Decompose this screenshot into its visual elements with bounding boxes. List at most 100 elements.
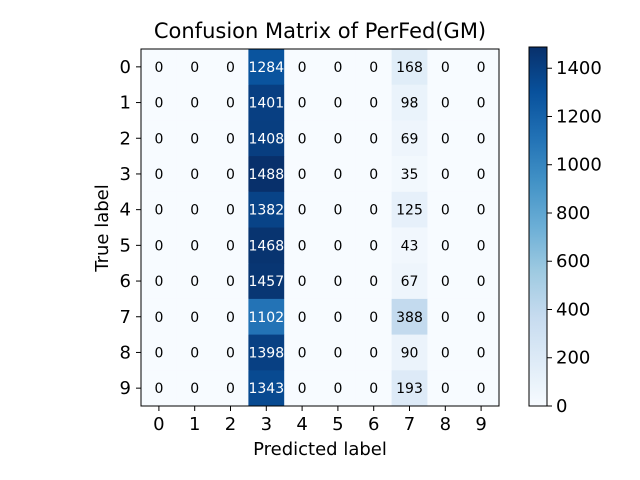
heatmap-cell xyxy=(463,84,500,121)
heatmap-cell xyxy=(284,263,321,300)
heatmap-cell xyxy=(391,191,428,228)
heatmap-cells xyxy=(141,49,500,407)
heatmap-cell xyxy=(212,370,249,407)
cell-value-label: 1284 xyxy=(248,60,284,76)
cell-value-label: 0 xyxy=(190,131,199,147)
x-axis-label: Predicted label xyxy=(253,439,387,460)
cell-value-label: 0 xyxy=(226,96,235,112)
cell-value-label: 0 xyxy=(154,274,163,290)
heatmap-cell xyxy=(141,156,178,193)
heatmap-cell xyxy=(176,334,213,371)
x-tick-label: 9 xyxy=(475,414,486,435)
cell-value-label: 1457 xyxy=(248,274,284,290)
cell-value-label: 193 xyxy=(396,381,423,397)
heatmap-cell xyxy=(212,263,249,300)
heatmap-cell xyxy=(320,334,357,371)
heatmap-cell xyxy=(463,227,500,264)
cell-value-label: 0 xyxy=(298,238,307,254)
cell-value-label: 0 xyxy=(369,310,378,326)
cell-value-label: 0 xyxy=(477,310,486,326)
cell-value-label: 0 xyxy=(226,203,235,219)
cell-value-label: 0 xyxy=(369,203,378,219)
cell-value-label: 0 xyxy=(369,238,378,254)
heatmap-cell xyxy=(463,370,500,407)
heatmap-cell xyxy=(248,370,285,407)
cell-value-label: 0 xyxy=(298,381,307,397)
heatmap-cell xyxy=(176,370,213,407)
heatmap-cell xyxy=(212,298,249,335)
cell-value-label: 0 xyxy=(190,345,199,361)
heatmap-cell xyxy=(320,227,357,264)
cell-value-label: 0 xyxy=(154,381,163,397)
cell-value-label: 0 xyxy=(226,131,235,147)
cell-value-label: 0 xyxy=(477,96,486,112)
heatmap-cell xyxy=(427,263,464,300)
heatmap-cell xyxy=(355,263,392,300)
y-tick-label: 8 xyxy=(120,342,131,363)
cell-value-label: 0 xyxy=(154,131,163,147)
cell-value-label: 0 xyxy=(477,381,486,397)
heatmap-cell-labels: 0 0 0 1284 0 0 0 168 0 0 0 0 0 1401 0 0 0 98 0 0 0 0 0 1408 0 0 0 6… xyxy=(154,60,485,397)
heatmap-cell xyxy=(284,156,321,193)
heatmap-cell xyxy=(463,298,500,335)
colorbar-tick-label: 1200 xyxy=(556,106,602,127)
heatmap-cell xyxy=(284,227,321,264)
cell-value-label: 0 xyxy=(154,167,163,183)
heatmap-cell xyxy=(284,84,321,121)
cell-value-label: 1408 xyxy=(248,131,284,147)
cell-value-label: 0 xyxy=(298,60,307,76)
heatmap-cell xyxy=(176,84,213,121)
heatmap-cell xyxy=(248,298,285,335)
cell-value-label: 0 xyxy=(369,60,378,76)
cell-value-label: 0 xyxy=(333,131,342,147)
cell-value-label: 0 xyxy=(369,345,378,361)
heatmap-cell xyxy=(141,298,178,335)
colorbar-ticks: 0 200 400 600 800 1000 1200 1400 xyxy=(547,58,602,417)
x-tick-label: 4 xyxy=(296,414,307,435)
heatmap-cell xyxy=(427,334,464,371)
heatmap-cell xyxy=(248,120,285,157)
heatmap-cell xyxy=(212,120,249,157)
colorbar-tick-label: 1000 xyxy=(556,155,602,176)
cell-value-label: 0 xyxy=(226,310,235,326)
colorbar-tick-label: 1400 xyxy=(556,58,602,79)
heatmap-cell xyxy=(176,298,213,335)
cell-value-label: 1468 xyxy=(248,238,284,254)
x-tick-label: 6 xyxy=(368,414,379,435)
heatmap-cell xyxy=(463,191,500,228)
x-tick-label: 8 xyxy=(440,414,451,435)
cell-value-label: 0 xyxy=(477,345,486,361)
x-axis-ticks: 0 1 2 3 4 5 6 7 8 9 xyxy=(153,406,487,435)
cell-value-label: 0 xyxy=(441,203,450,219)
heatmap-cell xyxy=(391,263,428,300)
cell-value-label: 43 xyxy=(401,238,419,254)
cell-value-label: 1398 xyxy=(248,345,284,361)
heatmap-cell xyxy=(284,298,321,335)
heatmap-cell xyxy=(355,191,392,228)
cell-value-label: 388 xyxy=(396,310,423,326)
cell-value-label: 90 xyxy=(401,345,419,361)
cell-value-label: 67 xyxy=(401,274,419,290)
heatmap-cell xyxy=(463,49,500,86)
cell-value-label: 0 xyxy=(333,96,342,112)
heatmap-cell xyxy=(320,191,357,228)
cell-value-label: 35 xyxy=(401,167,419,183)
heatmap-cell xyxy=(391,227,428,264)
cell-value-label: 0 xyxy=(441,131,450,147)
heatmap-cell xyxy=(176,263,213,300)
heatmap-cell xyxy=(248,227,285,264)
cell-value-label: 0 xyxy=(298,310,307,326)
y-tick-label: 9 xyxy=(120,378,131,399)
heatmap-cell xyxy=(176,227,213,264)
heatmap-cell xyxy=(284,191,321,228)
heatmap-cell xyxy=(391,298,428,335)
heatmap-cell xyxy=(212,49,249,86)
cell-value-label: 0 xyxy=(333,60,342,76)
cell-value-label: 0 xyxy=(298,96,307,112)
cell-value-label: 1488 xyxy=(248,167,284,183)
cell-value-label: 0 xyxy=(154,60,163,76)
heatmap-cell xyxy=(284,334,321,371)
heatmap-cell xyxy=(248,334,285,371)
y-tick-label: 1 xyxy=(120,93,131,114)
